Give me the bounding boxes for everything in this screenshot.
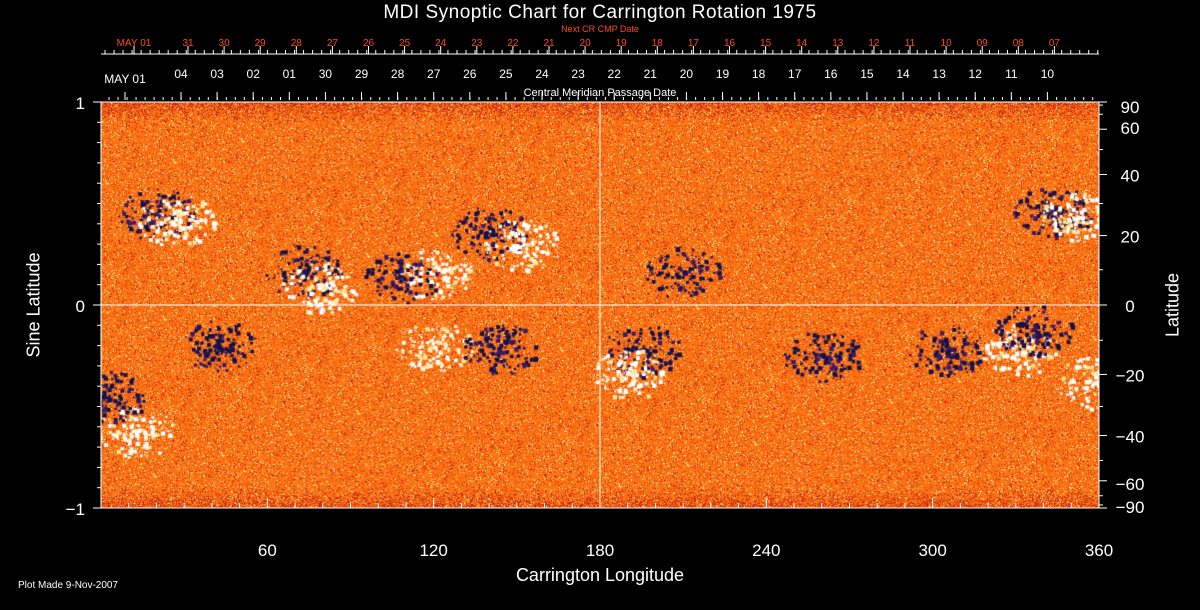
right-tick-label: −60: [1116, 475, 1145, 494]
right-tick-label: 20: [1121, 228, 1140, 247]
next-cr-date-label: 19: [616, 38, 628, 49]
next-cr-axis-title: Next CR CMP Date: [561, 24, 639, 34]
cmp-date-label: 02: [247, 67, 261, 81]
right-tick-label: 40: [1121, 167, 1140, 186]
x-axis-label: Carrington Longitude: [515, 565, 685, 585]
x-tick-label: 180: [586, 541, 614, 560]
right-tick-label: 90: [1121, 98, 1140, 117]
next-cr-date-label: 26: [363, 38, 375, 49]
next-cr-date-label: 08: [1013, 38, 1025, 49]
cmp-axis-title: Central Meridian Passage Date: [523, 87, 677, 99]
next-cr-date-label: 22: [507, 38, 519, 49]
y-tick-label: 0: [76, 297, 85, 316]
right-tick-label: −20: [1116, 366, 1145, 385]
cmp-date-label: 25: [499, 67, 513, 81]
plot-made-date: Plot Made 9-Nov-2007: [18, 580, 119, 591]
cmp-date-label: 30: [319, 67, 333, 81]
y-axis-label: Sine Latitude: [23, 252, 44, 358]
cmp-date-label: 01: [283, 67, 297, 81]
x-tick-label: 120: [419, 541, 447, 560]
cmp-date-label: 03: [210, 67, 224, 81]
y-axis-label-right: Latitude: [1162, 272, 1183, 338]
cmp-date-label: 18: [752, 67, 766, 81]
cmp-date-label: 24: [535, 67, 549, 81]
x-tick-label: 240: [752, 541, 780, 560]
cmp-date-label: 29: [355, 67, 369, 81]
cmp-date-label: 04: [174, 67, 188, 81]
x-tick-label: 360: [1085, 541, 1113, 560]
cmp-date-label: 14: [896, 67, 910, 81]
next-cr-date-label: 21: [543, 38, 555, 49]
cmp-date-label: 23: [571, 67, 585, 81]
x-tick-label: 300: [918, 541, 946, 560]
next-cr-date-label: 20: [580, 38, 592, 49]
next-cr-date-label: 14: [796, 38, 808, 49]
y-tick-label: −1: [66, 500, 85, 519]
next-cr-date-label: 31: [182, 38, 194, 49]
next-cr-date-label: 15: [760, 38, 772, 49]
next-cr-date-label: 16: [724, 38, 736, 49]
next-cr-date-label: MAY 01: [117, 38, 152, 49]
next-cr-date-label: 30: [219, 38, 231, 49]
cmp-date-label: 12: [969, 67, 983, 81]
y-tick-label: 1: [76, 94, 85, 113]
right-tick-label: −40: [1116, 427, 1145, 446]
x-tick-label: 60: [258, 541, 277, 560]
next-cr-date-label: 28: [291, 38, 303, 49]
next-cr-date-label: 09: [977, 38, 989, 49]
next-cr-date-label: 29: [255, 38, 267, 49]
cmp-date-label: 20: [680, 67, 694, 81]
cmp-date-label: 10: [1041, 67, 1055, 81]
cmp-date-label: 22: [608, 67, 622, 81]
next-cr-date-label: 23: [471, 38, 483, 49]
cmp-date-label: 17: [788, 67, 802, 81]
cmp-date-label: 28: [391, 67, 405, 81]
next-cr-date-label: 25: [399, 38, 411, 49]
next-cr-date-label: 18: [652, 38, 664, 49]
next-cr-date-label: 10: [941, 38, 953, 49]
next-cr-date-label: 17: [688, 38, 700, 49]
next-cr-date-label: 07: [1049, 38, 1061, 49]
cmp-date-label: 21: [644, 67, 658, 81]
next-cr-date-label: 12: [868, 38, 880, 49]
cmp-date-label: MAY 01: [104, 72, 146, 86]
right-tick-label: 60: [1121, 119, 1140, 138]
cmp-date-label: 27: [427, 67, 441, 81]
next-cr-date-label: 27: [327, 38, 339, 49]
cmp-date-label: 11: [1005, 67, 1018, 81]
right-tick-label: 0: [1125, 297, 1134, 316]
cmp-date-label: 19: [716, 67, 730, 81]
cmp-date-label: 15: [860, 67, 874, 81]
next-cr-date-label: 13: [832, 38, 844, 49]
right-tick-label: −90: [1116, 498, 1145, 517]
chart-title: MDI Synoptic Chart for Carrington Rotati…: [383, 2, 817, 23]
cmp-date-label: 16: [824, 67, 838, 81]
cmp-date-label: 26: [463, 67, 477, 81]
next-cr-date-label: 11: [905, 38, 916, 49]
next-cr-date-label: 24: [435, 38, 447, 49]
cmp-date-label: 13: [932, 67, 946, 81]
